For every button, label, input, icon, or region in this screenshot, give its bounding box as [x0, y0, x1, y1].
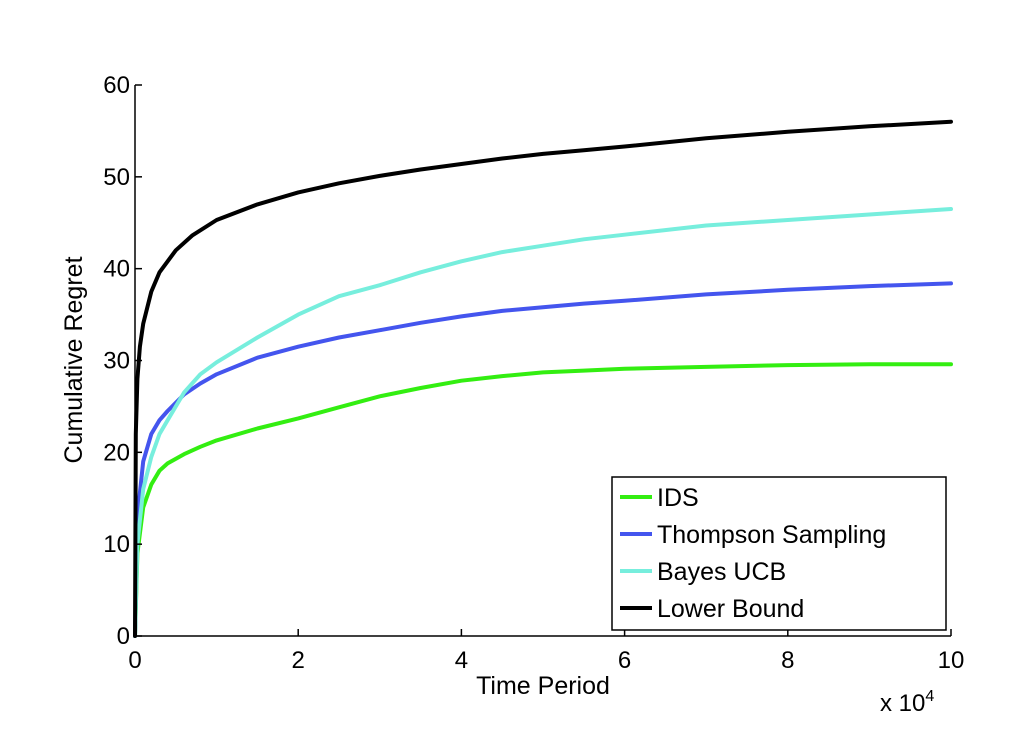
x-axis-multiplier: x 104 [880, 688, 934, 717]
x-tick-label: 6 [618, 647, 631, 674]
series-line-thompson-sampling [133, 281, 953, 638]
legend-label: IDS [657, 484, 699, 512]
y-ticks: 0 10 20 30 40 50 60 [103, 72, 142, 650]
series-line-bayes-ucb [133, 207, 953, 638]
legend-box [611, 476, 947, 631]
x-ticks: 0 2 4 6 8 10 [128, 629, 964, 674]
x-tick-label: 2 [292, 647, 305, 674]
legend: IDS Thompson Sampling Bayes UCB Lower Bound [611, 476, 947, 631]
legend-label: Thompson Sampling [657, 521, 886, 549]
x-tick-label: 8 [781, 647, 794, 674]
x-axis-title: Time Period [476, 672, 610, 700]
y-tick-label: 20 [103, 439, 130, 466]
series-line-lower-bound [133, 119, 953, 638]
x-tick-label: 10 [938, 647, 965, 674]
x-multiplier-base: x 10 [880, 690, 925, 717]
x-tick-label: 0 [128, 647, 141, 674]
x-tick-label: 4 [455, 647, 468, 674]
series-line-ids [133, 362, 953, 638]
legend-label: Lower Bound [657, 595, 804, 623]
y-tick-label: 30 [103, 348, 130, 375]
y-tick-label: 50 [103, 164, 130, 191]
y-tick-label: 0 [117, 623, 130, 650]
y-tick-label: 40 [103, 256, 130, 283]
legend-label: Bayes UCB [657, 558, 786, 586]
y-axis-title: Cumulative Regret [60, 256, 88, 463]
series-layer [133, 119, 953, 638]
y-tick-label: 10 [103, 531, 130, 558]
x-multiplier-exponent: 4 [925, 688, 934, 705]
y-tick-label: 60 [103, 72, 130, 99]
